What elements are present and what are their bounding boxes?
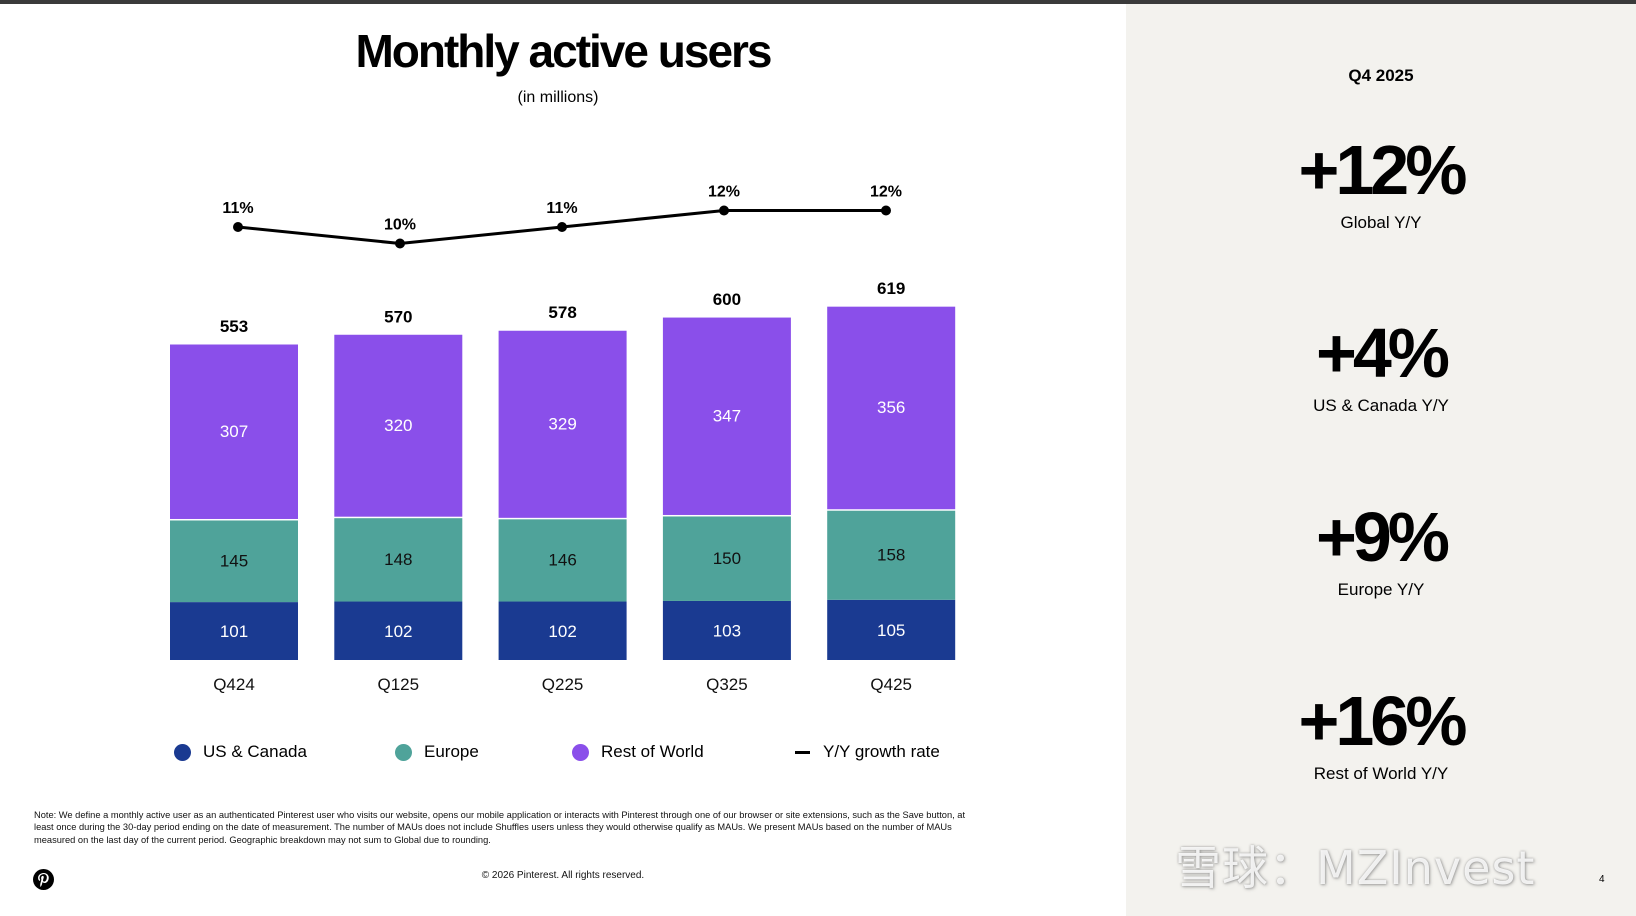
legend-item-europe: Europe: [395, 742, 479, 762]
growth-rate-label: 11%: [546, 200, 577, 217]
segment-value-label: 347: [713, 407, 741, 426]
summary-period: Q4 2025: [1348, 66, 1414, 85]
slide-subtitle: (in millions): [517, 89, 599, 106]
stat-label: Global Y/Y: [1340, 213, 1422, 232]
growth-rate-point: [719, 205, 729, 216]
segment-value-label: 329: [548, 415, 576, 434]
top-bar: [0, 0, 1636, 4]
bar-total-label: 578: [548, 303, 576, 322]
segment-value-label: 102: [548, 622, 576, 641]
segment-value-label: 103: [713, 621, 741, 640]
bar-segment-europe: [498, 519, 627, 602]
summary-panel: [1126, 4, 1636, 916]
stat-value: +12%: [1298, 131, 1468, 209]
bar-segment-rest-of-world: [498, 330, 627, 518]
bar-segment-us-canada: [498, 601, 627, 660]
stat-label: Rest of World Y/Y: [1313, 764, 1449, 783]
legend-swatch-growth-line: [795, 750, 810, 754]
footnote: Note: We define a monthly active user as…: [34, 810, 966, 845]
legend-item-rest-of-world: Rest of World: [572, 742, 704, 762]
stat-rest-of-world: +16% Rest of World Y/Y: [1126, 684, 1636, 784]
bar-segment-us-canada: [662, 600, 791, 660]
segment-value-label: 146: [548, 551, 576, 570]
growth-rate-label: 11%: [222, 200, 253, 217]
slide-title-text: Monthly active users: [355, 25, 772, 77]
chart-legend: US & Canada Europe Rest of World Y/Y gro…: [0, 742, 1000, 766]
growth-rate-label: 10%: [384, 217, 416, 234]
stat-global: +12% Global Y/Y: [1126, 133, 1636, 233]
bar-segment-rest-of-world: [170, 344, 298, 519]
growth-rate-point: [557, 222, 567, 232]
growth-rate-point: [233, 222, 243, 232]
bar-total-label: 570: [384, 307, 412, 326]
segment-value-label: 148: [384, 550, 412, 569]
pinterest-logo-icon: [33, 869, 54, 890]
bar-segment-europe: [170, 520, 298, 603]
copyright: © 2026 Pinterest. All rights reserved.: [481, 870, 645, 881]
legend-item-growth-rate: Y/Y growth rate: [795, 742, 940, 762]
stat-value: +9%: [1315, 498, 1450, 576]
x-tick-label: Q125: [378, 675, 420, 694]
x-tick-label: Q425: [870, 675, 912, 694]
segment-value-label: 158: [877, 546, 905, 565]
bar-segment-us-canada: [170, 602, 298, 660]
legend-item-us-canada: US & Canada: [174, 742, 307, 762]
stat-europe: +9% Europe Y/Y: [1126, 500, 1636, 600]
bar-total-label: 553: [220, 317, 248, 336]
segment-value-label: 145: [220, 552, 248, 571]
segment-value-label: 102: [384, 622, 412, 641]
stat-label: US & Canada Y/Y: [1313, 396, 1449, 415]
bar-total-label: 619: [877, 279, 905, 298]
stat-value: +4%: [1315, 314, 1450, 392]
x-tick-label: Q424: [213, 675, 255, 694]
bar-segment-europe: [334, 518, 463, 602]
bar-segment-us-canada: [334, 601, 463, 660]
x-tick-label: Q325: [706, 675, 748, 694]
segment-value-label: 307: [220, 422, 248, 441]
segment-value-label: 150: [713, 549, 741, 568]
legend-label: Y/Y growth rate: [823, 742, 940, 761]
legend-swatch-rest-of-world: [572, 743, 589, 761]
stat-value: +16%: [1298, 682, 1468, 760]
growth-rate-label: 12%: [708, 184, 740, 201]
mau-chart: 101 145 307 553 Q424 102 148 320 570 Q125 102 146 32…: [170, 184, 956, 694]
bar-segment-rest-of-world: [827, 306, 956, 510]
segment-value-label: 320: [384, 416, 412, 435]
x-tick-label: Q225: [542, 675, 584, 694]
segment-value-label: 356: [877, 398, 905, 417]
legend-swatch-us-canada: [174, 743, 191, 761]
growth-rate-point: [881, 205, 891, 216]
legend-label: Europe: [424, 742, 479, 761]
segment-value-label: 101: [220, 622, 248, 641]
bar-total-label: 600: [713, 290, 741, 309]
stat-label: Europe Y/Y: [1337, 580, 1425, 599]
slide-title: Monthly active users: [0, 24, 1126, 78]
growth-rate-point: [395, 238, 405, 249]
bar-segment-us-canada: [827, 599, 956, 660]
bar-segment-europe: [662, 516, 791, 601]
page-number: 4: [1599, 874, 1605, 885]
stat-us-canada: +4% US & Canada Y/Y: [1126, 316, 1636, 416]
legend-swatch-europe: [395, 743, 412, 761]
bar-segment-rest-of-world: [334, 334, 463, 517]
legend-label: Rest of World: [601, 742, 704, 761]
bar-segment-rest-of-world: [662, 317, 791, 515]
legend-label: US & Canada: [203, 742, 307, 761]
watermark: 雪球：MZInvest: [1175, 841, 1536, 895]
segment-value-label: 105: [877, 621, 905, 640]
bar-segment-europe: [827, 510, 956, 600]
growth-rate-label: 12%: [870, 184, 902, 201]
